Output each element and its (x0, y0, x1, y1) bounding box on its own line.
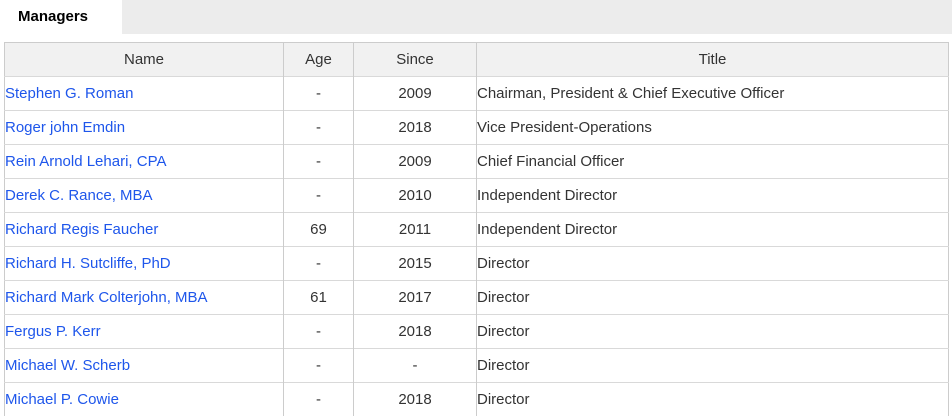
manager-age-cell: - (283, 110, 354, 145)
manager-title-cell: Director (476, 280, 949, 315)
manager-since-cell: 2017 (353, 280, 477, 315)
manager-since-cell: - (353, 348, 477, 383)
manager-name-link[interactable]: Michael P. Cowie (5, 391, 119, 408)
manager-title-cell: Vice President-Operations (476, 110, 949, 145)
table-body: Stephen G. Roman - 2009 Chairman, Presid… (4, 76, 949, 416)
table-row: Fergus P. Kerr - 2018 Director (4, 314, 949, 349)
manager-title-cell: Director (476, 382, 949, 416)
column-header-since: Since (353, 42, 477, 77)
manager-age-cell: - (283, 178, 354, 213)
manager-name-cell: Rein Arnold Lehari, CPA (4, 144, 284, 179)
table-header-row: Name Age Since Title (4, 42, 949, 77)
column-header-name: Name (4, 42, 284, 77)
page-title: Managers (18, 8, 89, 25)
manager-since-cell: 2009 (353, 144, 477, 179)
manager-since-cell: 2018 (353, 382, 477, 416)
manager-name-cell: Stephen G. Roman (4, 76, 284, 111)
table-row: Richard Mark Colterjohn, MBA 61 2017 Dir… (4, 280, 949, 315)
manager-age-cell: 61 (283, 280, 354, 315)
manager-name-cell: Michael P. Cowie (4, 382, 284, 416)
table-row: Richard H. Sutcliffe, PhD - 2015 Directo… (4, 246, 949, 281)
table-row: Derek C. Rance, MBA - 2010 Independent D… (4, 178, 949, 213)
manager-name-cell: Roger john Emdin (4, 110, 284, 145)
table-row: Roger john Emdin - 2018 Vice President-O… (4, 110, 949, 145)
manager-since-cell: 2015 (353, 246, 477, 281)
table-row: Michael P. Cowie - 2018 Director (4, 382, 949, 416)
manager-age-cell: - (283, 314, 354, 349)
column-header-age: Age (283, 42, 354, 77)
manager-name-link[interactable]: Richard H. Sutcliffe, PhD (5, 255, 171, 272)
manager-name-link[interactable]: Rein Arnold Lehari, CPA (5, 153, 167, 170)
manager-age-cell: - (283, 76, 354, 111)
manager-name-link[interactable]: Richard Mark Colterjohn, MBA (5, 289, 208, 306)
tab-bar-background (122, 0, 952, 34)
manager-title-cell: Independent Director (476, 178, 949, 213)
table-row: Rein Arnold Lehari, CPA - 2009 Chief Fin… (4, 144, 949, 179)
manager-name-cell: Michael W. Scherb (4, 348, 284, 383)
managers-table: Name Age Since Title Stephen G. Roman - … (4, 42, 949, 416)
manager-name-cell: Richard Regis Faucher (4, 212, 284, 247)
manager-age-cell: - (283, 246, 354, 281)
manager-since-cell: 2018 (353, 314, 477, 349)
manager-age-cell: - (283, 144, 354, 179)
table-row: Michael W. Scherb - - Director (4, 348, 949, 383)
manager-name-link[interactable]: Roger john Emdin (5, 119, 126, 136)
manager-since-cell: 2011 (353, 212, 477, 247)
manager-name-cell: Derek C. Rance, MBA (4, 178, 284, 213)
manager-name-link[interactable]: Fergus P. Kerr (5, 323, 101, 340)
manager-name-link[interactable]: Derek C. Rance, MBA (5, 187, 153, 204)
manager-title-cell: Independent Director (476, 212, 949, 247)
manager-name-cell: Richard Mark Colterjohn, MBA (4, 280, 284, 315)
manager-since-cell: 2009 (353, 76, 477, 111)
manager-name-link[interactable]: Michael W. Scherb (5, 357, 131, 374)
manager-title-cell: Director (476, 314, 949, 349)
manager-name-cell: Richard H. Sutcliffe, PhD (4, 246, 284, 281)
manager-title-cell: Chief Financial Officer (476, 144, 949, 179)
manager-name-link[interactable]: Richard Regis Faucher (5, 221, 159, 238)
column-header-title: Title (476, 42, 949, 77)
manager-name-cell: Fergus P. Kerr (4, 314, 284, 349)
table-row: Stephen G. Roman - 2009 Chairman, Presid… (4, 76, 949, 111)
manager-since-cell: 2010 (353, 178, 477, 213)
manager-title-cell: Director (476, 246, 949, 281)
section-header: Managers (0, 0, 952, 42)
manager-title-cell: Chairman, President & Chief Executive Of… (476, 76, 949, 111)
manager-age-cell: - (283, 348, 354, 383)
manager-age-cell: - (283, 382, 354, 416)
manager-title-cell: Director (476, 348, 949, 383)
manager-since-cell: 2018 (353, 110, 477, 145)
table-row: Richard Regis Faucher 69 2011 Independen… (4, 212, 949, 247)
manager-age-cell: 69 (283, 212, 354, 247)
manager-name-link[interactable]: Stephen G. Roman (5, 85, 134, 102)
